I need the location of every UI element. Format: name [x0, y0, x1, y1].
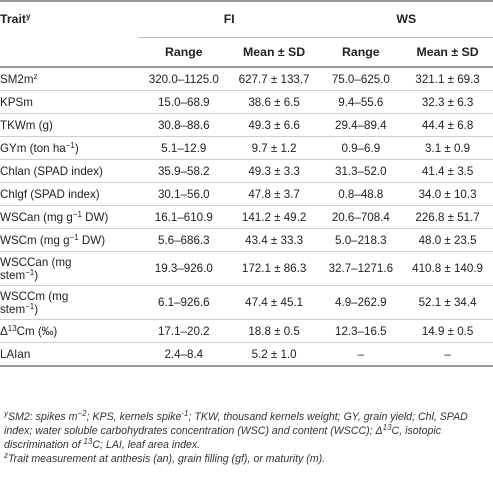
cell-trait: KPSm — [0, 90, 139, 114]
cell-ws-mean: 226.8 ± 51.7 — [402, 205, 493, 229]
table-header-row-columns: Range Mean ± SD Range Mean ± SD — [0, 38, 493, 68]
cell-ws-range: – — [319, 342, 403, 367]
header-ws-range: Range — [342, 44, 380, 59]
table-row: WSCCan (mg stem−1) 19.3–926.0 172.1 ± 86.3 3… — [0, 251, 493, 286]
cell-fi-mean: 172.1 ± 86.3 — [228, 251, 320, 286]
cell-fi-range: 15.0–68.9 — [138, 90, 229, 114]
cell-fi-range: 6.1–926.6 — [138, 285, 229, 320]
cell-fi-range: 320.0–1125.0 — [138, 66, 229, 91]
cell-fi-range: 35.9–58.2 — [138, 159, 229, 183]
header-trait: Traity — [0, 0, 139, 38]
cell-fi-mean: 627.7 ± 133.7 — [228, 66, 320, 91]
header-fi-range: Range — [164, 44, 203, 59]
cell-ws-range: 0.9–6.9 — [319, 136, 403, 160]
cell-trait: TKWm (g) — [0, 113, 139, 137]
header-empty — [0, 38, 139, 68]
table-row: WSCCm (mg stem−1) 6.1–926.6 47.4 ± 45.1 4.9–… — [0, 285, 493, 320]
cell-trait: WSCm (mg g−1 DW) — [0, 228, 139, 252]
cell-ws-range: 31.3–52.0 — [319, 159, 403, 183]
cell-fi-mean: 47.8 ± 3.7 — [228, 182, 320, 206]
cell-ws-range: 32.7–1271.6 — [319, 251, 403, 286]
cell-fi-mean: 9.7 ± 1.2 — [228, 136, 320, 160]
cell-ws-mean: 32.3 ± 6.3 — [402, 90, 493, 114]
cell-trait: LAIan — [0, 342, 139, 367]
cell-trait: WSCan (mg g−1 DW) — [0, 205, 139, 229]
cell-trait: Δ13Cm (‰) — [0, 319, 139, 343]
cell-ws-mean: 410.8 ± 140.9 — [402, 251, 493, 286]
table-row: WSCan (mg g−1 DW) 16.1–610.9 141.2 ± 49.2 2… — [0, 205, 493, 229]
cell-ws-range: 5.0–218.3 — [319, 228, 403, 252]
header-ws-mean: Mean ± SD — [416, 44, 479, 59]
table-row: SM2mz 320.0–1125.0 627.7 ± 133.7 75.0–625.0… — [0, 66, 493, 91]
header-group-fi: FI — [138, 0, 320, 38]
cell-ws-range: 0.8–48.8 — [319, 182, 403, 206]
cell-fi-range: 30.8–88.6 — [138, 113, 229, 137]
cell-ws-mean: 52.1 ± 34.4 — [402, 285, 493, 320]
cell-trait: WSCCm (mg stem−1) — [0, 285, 139, 320]
cell-ws-mean: 48.0 ± 23.5 — [402, 228, 493, 252]
cell-fi-range: 5.1–12.9 — [138, 136, 229, 160]
traits-table: Traity FI WS Range Mean ± SD Range Mean … — [0, 0, 493, 367]
cell-fi-mean: 18.8 ± 0.5 — [228, 319, 320, 343]
cell-ws-mean: 34.0 ± 10.3 — [402, 182, 493, 206]
cell-fi-mean: 5.2 ± 1.0 — [228, 342, 320, 367]
cell-fi-range: 19.3–926.0 — [138, 251, 229, 286]
cell-ws-range: 9.4–55.6 — [319, 90, 403, 114]
cell-fi-mean: 141.2 ± 49.2 — [228, 205, 320, 229]
cell-ws-mean: 44.4 ± 6.8 — [402, 113, 493, 137]
cell-trait: GYm (ton ha−1) — [0, 136, 139, 160]
table-row: KPSm 15.0–68.9 38.6 ± 6.5 9.4–55.6 32.3 ± 6.… — [0, 90, 493, 114]
cell-fi-range: 2.4–8.4 — [138, 342, 229, 367]
cell-fi-range: 5.6–686.3 — [138, 228, 229, 252]
cell-ws-mean: 41.4 ± 3.5 — [402, 159, 493, 183]
cell-ws-mean: – — [402, 342, 493, 367]
table-row: TKWm (g) 30.8–88.6 49.3 ± 6.6 29.4–89.4 44.4… — [0, 113, 493, 137]
table-header-row-groups: Traity FI WS — [0, 0, 493, 38]
cell-ws-range: 20.6–708.4 — [319, 205, 403, 229]
cell-fi-range: 30.1–56.0 — [138, 182, 229, 206]
table-row: GYm (ton ha−1) 5.1–12.9 9.7 ± 1.2 0.9–6.9 3.… — [0, 136, 493, 160]
table-body: SM2mz 320.0–1125.0 627.7 ± 133.7 75.0–625.0… — [0, 66, 493, 367]
cell-ws-range: 4.9–262.9 — [319, 285, 403, 320]
cell-ws-mean: 14.9 ± 0.5 — [402, 319, 493, 343]
cell-ws-range: 75.0–625.0 — [319, 66, 403, 91]
cell-fi-range: 16.1–610.9 — [138, 205, 229, 229]
cell-trait: Chlan (SPAD index) — [0, 159, 139, 183]
cell-trait: WSCCan (mg stem−1) — [0, 251, 139, 286]
table-row: Chlan (SPAD index) 35.9–58.2 49.3 ± 3.3 31.… — [0, 159, 493, 183]
footnote-z: zTrait measurement at anthesis (an), gra… — [4, 451, 326, 466]
cell-fi-mean: 49.3 ± 3.3 — [228, 159, 320, 183]
table-row: Chlgf (SPAD index) 30.1–56.0 47.8 ± 3.7 0.8… — [0, 182, 493, 206]
cell-ws-range: 12.3–16.5 — [319, 319, 403, 343]
cell-fi-mean: 43.4 ± 33.3 — [228, 228, 320, 252]
footnote-y: ySM2: spikes m−2; KPS, kernels spike-1; … — [4, 409, 468, 452]
cell-fi-mean: 38.6 ± 6.5 — [228, 90, 320, 114]
header-fi-mean: Mean ± SD — [243, 44, 306, 59]
cell-fi-mean: 47.4 ± 45.1 — [228, 285, 320, 320]
cell-ws-mean: 321.1 ± 69.3 — [402, 66, 493, 91]
footnotes: ySM2: spikes m−2; KPS, kernels spike-1; … — [4, 410, 490, 466]
table-row: Δ13Cm (‰) 17.1–20.2 18.8 ± 0.5 12.3–16.5 14.… — [0, 319, 493, 343]
cell-fi-mean: 49.3 ± 6.6 — [228, 113, 320, 137]
cell-ws-mean: 3.1 ± 0.9 — [402, 136, 493, 160]
cell-trait: SM2mz — [0, 66, 139, 91]
cell-ws-range: 29.4–89.4 — [319, 113, 403, 137]
table-row: WSCm (mg g−1 DW) 5.6–686.3 43.4 ± 33.3 5.0–… — [0, 228, 493, 252]
cell-trait: Chlgf (SPAD index) — [0, 182, 139, 206]
header-group-ws: WS — [319, 0, 493, 38]
cell-fi-range: 17.1–20.2 — [138, 319, 229, 343]
table-row: LAIan 2.4–8.4 5.2 ± 1.0– – — [0, 342, 493, 367]
